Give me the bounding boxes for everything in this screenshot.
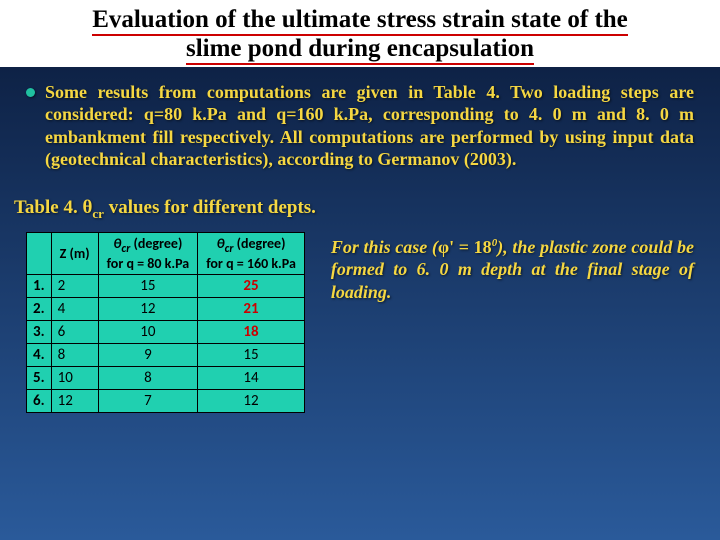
table-row: 6.12712 [27,390,305,413]
cell-q80: 7 [98,390,198,413]
note-text: For this case (φ' = 180), the plastic zo… [331,232,694,304]
cell-q160: 25 [198,275,305,298]
bullet-item: Some results from computations are given… [26,81,694,171]
col-q160-l1: θcr (degree) [217,235,286,252]
col-q80: θcr (degree) for q = 80 k.Pa [98,232,198,275]
table-header-row: Z (m) θcr (degree) for q = 80 k.Pa θcr (… [27,232,305,275]
col-q160: θcr (degree) for q = 160 k.Pa [198,232,305,275]
table-row: 1.21525 [27,275,305,298]
cell-rownum: 3. [27,321,52,344]
cell-q160: 15 [198,344,305,367]
caption-sub: cr [92,206,104,221]
slide-title-line1: Evaluation of the ultimate stress strain… [92,6,628,36]
cell-rownum: 6. [27,390,52,413]
cell-q80: 10 [98,321,198,344]
cell-q160: 21 [198,298,305,321]
cell-z: 2 [51,275,98,298]
cell-rownum: 1. [27,275,52,298]
cell-z: 6 [51,321,98,344]
cell-q80: 12 [98,298,198,321]
note-pre: For this case ( [331,237,438,257]
cell-z: 12 [51,390,98,413]
col-q80-l2: for q = 80 k.Pa [107,255,190,272]
table-caption: Table 4. θcr values for different depts. [14,197,720,222]
cell-z: 10 [51,367,98,390]
cell-rownum: 4. [27,344,52,367]
lower-area: Z (m) θcr (degree) for q = 80 k.Pa θcr (… [0,232,720,414]
bullet-text: Some results from computations are given… [45,81,694,171]
table-row: 2.41221 [27,298,305,321]
cell-q80: 8 [98,367,198,390]
data-table: Z (m) θcr (degree) for q = 80 k.Pa θcr (… [26,232,305,414]
table-wrap: Z (m) θcr (degree) for q = 80 k.Pa θcr (… [26,232,305,414]
cell-q160: 18 [198,321,305,344]
col-z: Z (m) [51,232,98,275]
bullet-icon [26,88,35,97]
cell-q80: 9 [98,344,198,367]
cell-z: 4 [51,298,98,321]
note-phi: φ' = 18 [438,237,492,257]
col-q160-l2: for q = 160 k.Pa [206,255,296,272]
title-area: Evaluation of the ultimate stress strain… [0,0,720,67]
table-row: 5.10814 [27,367,305,390]
content-area: Some results from computations are given… [0,67,720,181]
cell-z: 8 [51,344,98,367]
slide-title-line2: slime pond during encapsulation [186,35,534,65]
caption-prefix: Table 4. [14,197,82,218]
cell-q80: 15 [98,275,198,298]
cell-q160: 12 [198,390,305,413]
caption-symbol: θ [82,197,92,218]
cell-rownum: 5. [27,367,52,390]
table-row: 4.8915 [27,344,305,367]
caption-suffix: values for different depts. [104,197,316,218]
cell-rownum: 2. [27,298,52,321]
note-end: . [387,282,392,302]
table-row: 3.61018 [27,321,305,344]
col-rownum [27,232,52,275]
col-q80-l1: θcr (degree) [113,235,182,252]
table-body: 1.215252.412213.610184.89155.108146.1271… [27,275,305,413]
col-z-text: Z (m) [60,245,90,262]
note-post1: ), [497,237,512,257]
cell-q160: 14 [198,367,305,390]
